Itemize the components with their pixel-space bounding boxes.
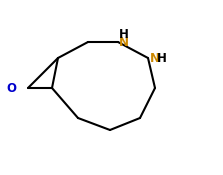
- Text: H: H: [119, 29, 129, 41]
- Text: H: H: [157, 52, 167, 65]
- Text: N: N: [150, 52, 160, 65]
- Text: O: O: [6, 82, 16, 96]
- Text: N: N: [119, 37, 129, 50]
